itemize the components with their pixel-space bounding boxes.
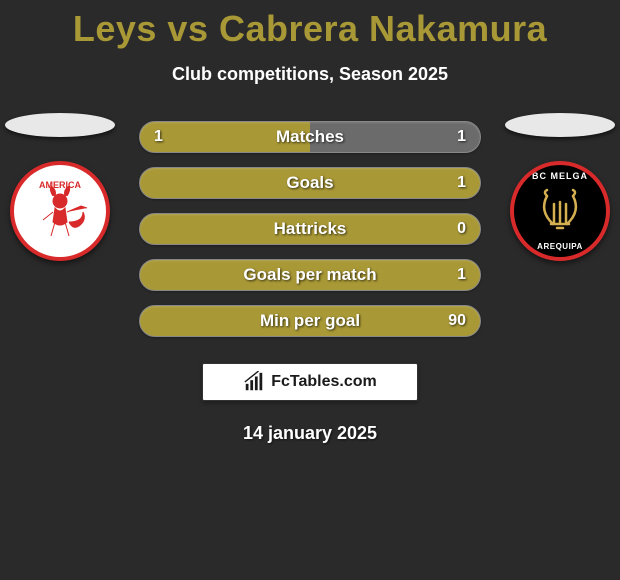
stat-label: Matches [276,127,344,147]
stats-list: 1 Matches 1 Goals 1 Hattricks 0 Goals pe… [139,121,481,337]
america-devil-icon: AMERICA [25,176,95,246]
right-team-badge: BC MELGA AREQUIPA [510,161,610,261]
stat-right-value: 1 [457,174,466,192]
stat-label: Hattricks [274,219,347,239]
comparison-panel: AMERICA BC MELGA [0,121,620,444]
source-badge-text: FcTables.com [271,373,377,391]
right-badge-label-bottom: AREQUIPA [537,242,583,251]
stat-row-hattricks: Hattricks 0 [139,213,481,245]
chart-icon [243,371,265,393]
stat-right-value: 0 [457,220,466,238]
stat-label: Min per goal [260,311,360,331]
left-team-column: AMERICA [0,113,120,261]
melgar-lyre-icon [535,186,585,236]
page-title: Leys vs Cabrera Nakamura [0,0,620,50]
stat-right-value: 1 [457,128,466,146]
stat-label: Goals per match [243,265,376,285]
right-team-column: BC MELGA AREQUIPA [500,113,620,261]
stat-right-value: 90 [448,312,466,330]
left-team-oval [5,113,115,137]
right-badge-label-top: BC MELGA [532,171,588,181]
stat-row-matches: 1 Matches 1 [139,121,481,153]
subtitle: Club competitions, Season 2025 [0,64,620,85]
date-label: 14 january 2025 [0,423,620,444]
left-team-badge: AMERICA [10,161,110,261]
stat-right-value: 1 [457,266,466,284]
source-badge[interactable]: FcTables.com [202,363,418,401]
stat-row-min-per-goal: Min per goal 90 [139,305,481,337]
stat-label: Goals [286,173,333,193]
left-badge-label: AMERICA [39,180,81,190]
stat-left-value: 1 [154,128,163,146]
stat-row-goals-per-match: Goals per match 1 [139,259,481,291]
stat-row-goals: Goals 1 [139,167,481,199]
right-team-oval [505,113,615,137]
